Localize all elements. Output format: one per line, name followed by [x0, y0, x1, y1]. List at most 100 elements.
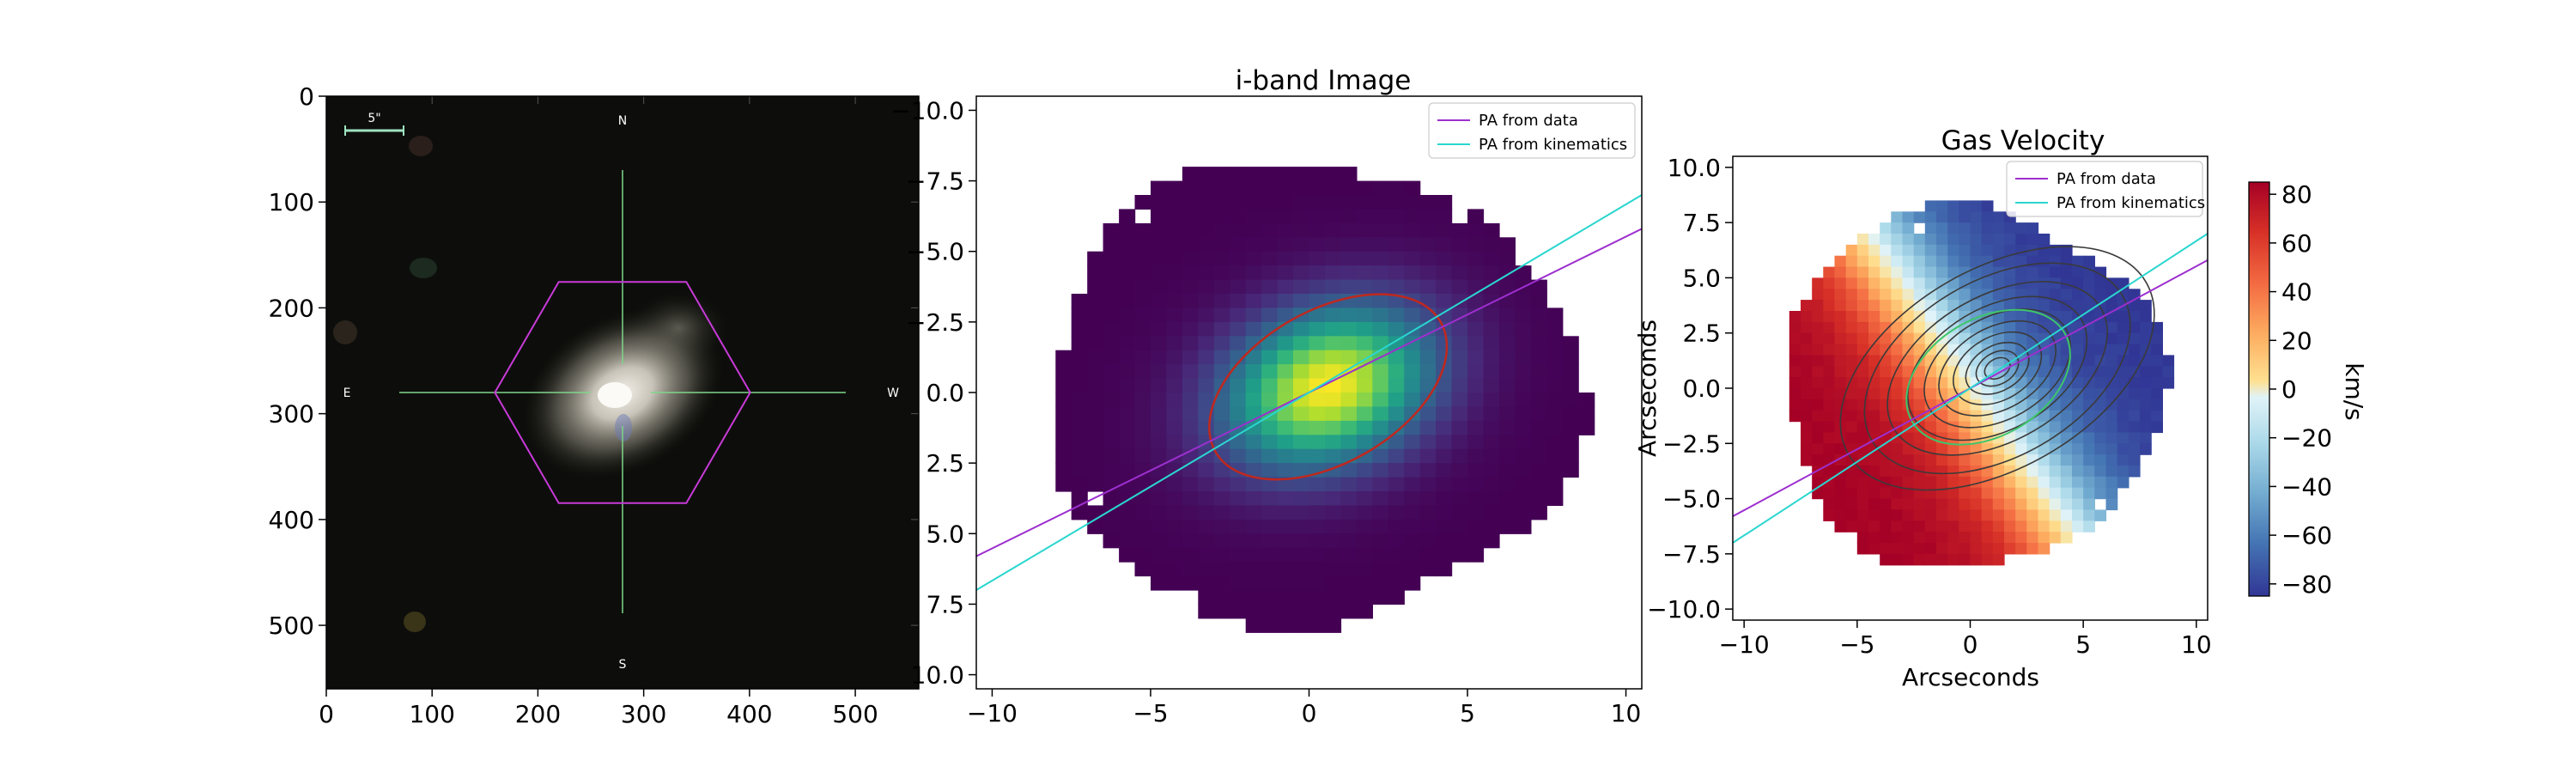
flux-pixel — [1182, 491, 1199, 506]
legend-label: PA from kinematics — [1479, 136, 1627, 154]
flux-pixel — [1213, 575, 1230, 591]
velocity-pixel — [2026, 321, 2039, 334]
velocity-pixel — [1924, 466, 1937, 478]
flux-pixel — [1134, 547, 1151, 563]
flux-pixel — [1277, 406, 1294, 422]
velocity-pixel — [1801, 432, 1813, 444]
velocity-pixel — [1959, 520, 1971, 533]
flux-pixel — [1340, 420, 1358, 435]
velocity-pixel — [1992, 532, 2005, 544]
flux-pixel — [1261, 477, 1279, 492]
velocity-pixel — [1913, 476, 1926, 489]
flux-pixel — [1230, 237, 1247, 253]
flux-pixel — [1309, 519, 1326, 534]
flux-pixel — [1103, 406, 1120, 422]
velocity-pixel — [2049, 277, 2062, 289]
velocity-pixel — [2151, 388, 2163, 400]
velocity-pixel — [1924, 222, 1937, 234]
flux-pixel — [1198, 321, 1215, 337]
flux-pixel — [1071, 321, 1088, 337]
flux-pixel — [1103, 307, 1120, 323]
velocity-pixel — [2060, 520, 2073, 533]
velocity-pixel — [1913, 366, 1926, 378]
velocity-pixel — [2162, 377, 2175, 389]
flux-pixel — [1213, 547, 1230, 563]
velocity-pixel — [2072, 388, 2084, 400]
flux-pixel — [1230, 547, 1247, 563]
flux-pixel — [1498, 435, 1516, 450]
flux-pixel — [1261, 336, 1279, 351]
flux-pixel — [1119, 505, 1136, 520]
flux-pixel — [1340, 406, 1358, 422]
flux-pixel — [1277, 590, 1294, 605]
flux-pixel — [1166, 533, 1183, 549]
velocity-pixel — [1947, 255, 1959, 268]
velocity-pixel — [1801, 377, 1813, 389]
velocity-pixel — [1891, 520, 1904, 533]
flux-pixel — [1245, 167, 1262, 182]
flux-pixel — [1356, 562, 1373, 577]
flux-pixel — [1483, 336, 1500, 351]
flux-pixel — [1356, 364, 1373, 380]
flux-pixel — [1198, 195, 1215, 210]
velocity-pixel — [1856, 487, 1869, 500]
flux-pixel — [1436, 237, 1453, 253]
velocity-pixel — [2072, 266, 2084, 279]
flux-pixel — [1530, 448, 1547, 464]
flux-pixel — [1325, 167, 1342, 182]
flux-pixel — [1182, 336, 1199, 351]
flux-pixel — [1467, 491, 1485, 506]
flux-pixel — [1372, 590, 1389, 605]
colorbar-tick-label: −40 — [2281, 472, 2332, 501]
flux-pixel — [1546, 435, 1564, 450]
flux-pixel — [1134, 294, 1151, 308]
flux-pixel — [1309, 350, 1326, 365]
flux-pixel — [1356, 505, 1373, 520]
flux-pixel — [1151, 505, 1168, 520]
velocity-pixel — [1970, 332, 1983, 345]
flux-pixel — [1277, 618, 1294, 633]
flux-pixel — [1483, 393, 1500, 407]
velocity-pixel — [1970, 289, 1983, 301]
velocity-pixel — [1834, 289, 1847, 301]
velocity-pixel — [1902, 520, 1915, 533]
velocity-pixel — [2094, 366, 2107, 378]
velocity-pixel — [1812, 388, 1824, 400]
flux-contour — [1938, 320, 2057, 417]
velocity-pixel — [1801, 332, 1813, 345]
flux-pixel — [1087, 350, 1104, 365]
flux-pixel — [1071, 336, 1088, 351]
flux-pixel — [1182, 350, 1199, 365]
velocity-pixel — [1924, 255, 1937, 268]
colorbar — [2248, 181, 2270, 597]
velocity-pixel — [1924, 377, 1937, 389]
flux-pixel — [1261, 604, 1279, 619]
velocity-pixel — [2026, 466, 2039, 478]
flux-pixel — [1055, 435, 1072, 450]
flux-pixel — [1340, 519, 1358, 534]
flux-pixel — [1119, 222, 1136, 238]
flux-pixel — [1261, 195, 1279, 210]
velocity-pixel — [1936, 553, 1948, 566]
velocity-pixel — [1823, 377, 1836, 389]
flux-pixel — [1103, 435, 1120, 450]
velocity-pixel — [1856, 454, 1869, 466]
velocity-pixel — [2004, 244, 2016, 257]
velocity-pixel — [1947, 366, 1959, 378]
flux-pixel — [1309, 222, 1326, 238]
flux-pixel — [1309, 237, 1326, 253]
flux-pixel — [1325, 448, 1342, 464]
velocity-pixel — [2038, 277, 2050, 289]
y-tick-label: 0.0 — [1682, 374, 1721, 403]
flux-pixel — [1245, 519, 1262, 534]
flux-pixel — [1182, 547, 1199, 563]
velocity-pixel — [2151, 410, 2163, 423]
velocity-pixel — [1891, 344, 1904, 356]
flux-pixel — [1498, 463, 1516, 478]
flux-pixel — [1182, 420, 1199, 435]
velocity-pixel — [1924, 200, 1937, 212]
velocity-pixel — [1845, 476, 1858, 489]
flux-pixel — [1277, 604, 1294, 619]
flux-pixel — [1071, 406, 1088, 422]
flux-pixel — [1198, 590, 1215, 605]
